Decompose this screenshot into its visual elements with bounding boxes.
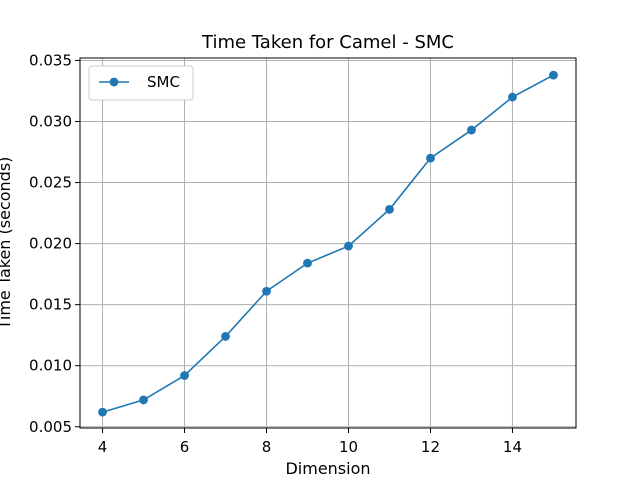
data-point-smc-10 bbox=[344, 241, 353, 251]
data-point-smc-7 bbox=[221, 332, 230, 341]
y-tick-label-2: 0.015 bbox=[29, 296, 72, 314]
x-axis: 4 6 8 10 12 14 bbox=[98, 428, 522, 456]
y-tick-label-3: 0.020 bbox=[29, 235, 72, 253]
x-tick-label-3: 10 bbox=[339, 438, 358, 456]
chart-title: Time Taken for Camel - SMC bbox=[201, 32, 454, 53]
legend-marker-smc bbox=[109, 77, 119, 87]
y-tick-label-5: 0.030 bbox=[29, 112, 72, 130]
legend: SMC bbox=[88, 65, 194, 101]
x-axis-label: Dimension bbox=[285, 459, 370, 478]
data-point-smc-12 bbox=[426, 153, 435, 163]
data-point-smc-6 bbox=[180, 371, 189, 380]
data-point-smc-13 bbox=[467, 125, 476, 135]
y-tick-label-1: 0.010 bbox=[29, 357, 72, 375]
x-tick-label-1: 6 bbox=[180, 438, 190, 456]
series-layer bbox=[98, 70, 558, 417]
y-axis: 0.005 0.010 0.015 0.020 0.025 0.030 0.035 bbox=[29, 51, 80, 436]
x-tick-label-0: 4 bbox=[98, 438, 108, 456]
data-point-smc-11 bbox=[385, 205, 394, 214]
x-tick-label-2: 8 bbox=[262, 438, 272, 456]
plot-area-frame bbox=[79, 57, 577, 429]
data-point-smc-14 bbox=[508, 92, 517, 102]
y-axis-label: Time Taken (seconds) bbox=[0, 157, 14, 331]
legend-box bbox=[88, 65, 194, 101]
y-tick-label-6: 0.035 bbox=[29, 51, 72, 69]
data-point-smc-9 bbox=[303, 258, 312, 268]
y-tick-label-4: 0.025 bbox=[29, 174, 72, 192]
y-tick-label-0: 0.005 bbox=[29, 418, 72, 436]
data-point-smc-4 bbox=[98, 407, 107, 417]
x-tick-label-5: 14 bbox=[503, 438, 522, 456]
legend-label-smc: SMC bbox=[147, 73, 180, 91]
series-line-smc bbox=[102, 74, 554, 413]
data-point-smc-8 bbox=[262, 286, 271, 296]
data-point-smc-15 bbox=[549, 70, 558, 80]
data-point-smc-5 bbox=[139, 395, 148, 405]
grid bbox=[80, 58, 576, 428]
x-tick-label-4: 12 bbox=[421, 438, 440, 456]
